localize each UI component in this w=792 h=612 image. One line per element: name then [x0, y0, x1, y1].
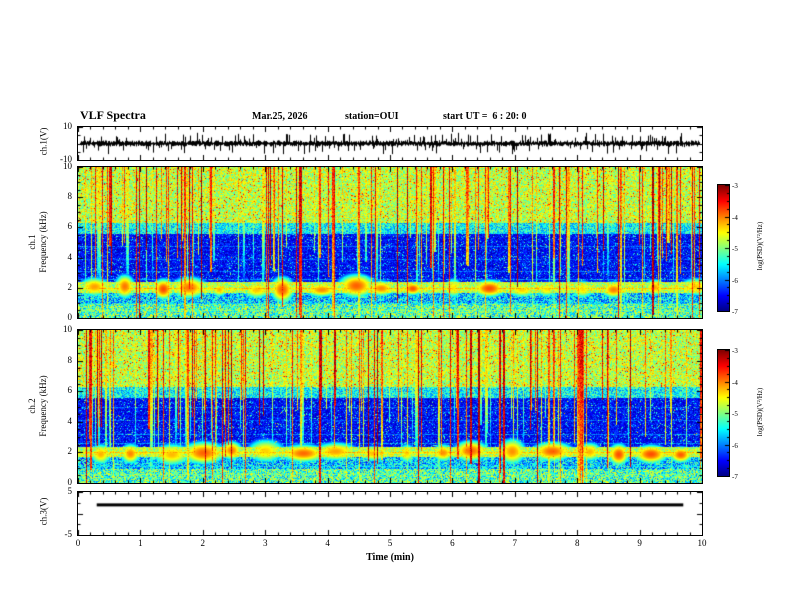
- x-tick-label: 7: [512, 538, 518, 548]
- colorbar-tick-label: -5: [732, 245, 738, 253]
- colorbar-tick-label: -7: [732, 473, 738, 481]
- y-tick-label: -10: [60, 154, 72, 164]
- x-tick-label: 9: [637, 538, 642, 548]
- ch1-waveform-panel: [77, 126, 703, 161]
- ch3-level-ylabel: ch.3(V): [38, 497, 49, 526]
- y-tick-label: 0: [67, 477, 73, 487]
- ch1-spectrogram-ylabel-freq: Frequency (kHz): [38, 211, 48, 273]
- y-tick-label: 2: [67, 446, 73, 457]
- colorbar-tick-label: -4: [732, 213, 738, 222]
- plot-start-ut: start UT = 6 : 20: 0: [443, 111, 527, 122]
- plot-station: station=OUI: [345, 111, 399, 122]
- y-tick-label: 10: [63, 121, 72, 131]
- y-tick-label: 6: [67, 221, 73, 232]
- colorbar-2-canvas: [718, 350, 729, 476]
- x-tick-label: 4: [325, 538, 330, 548]
- x-tick-label: 3: [262, 538, 268, 548]
- colorbar-tick-label: -5: [732, 410, 738, 418]
- ch3-level-canvas: [78, 492, 702, 535]
- ch1-spectrogram-ylabel: ch.1 Frequency (kHz): [27, 162, 49, 322]
- y-tick-label: -5: [64, 529, 73, 539]
- colorbar-2: [717, 349, 730, 477]
- colorbar-tick-label: -6: [732, 441, 738, 450]
- colorbar-1-label: log(PSD)(V²/Hz): [756, 221, 764, 271]
- colorbar-tick-label: -4: [732, 378, 738, 387]
- x-tick-label: 0: [75, 538, 81, 548]
- y-tick-label: 10: [63, 324, 72, 334]
- y-tick-label: 4: [67, 251, 73, 262]
- colorbar-tick-label: -6: [732, 276, 738, 285]
- colorbar-tick-label: -3: [732, 347, 738, 355]
- ch1-spectrogram-panel: [77, 166, 703, 319]
- x-tick-label: 2: [200, 538, 206, 548]
- ch2-spectrogram-ylabel-channel: ch.2: [27, 398, 37, 414]
- ch2-spectrogram-canvas: [78, 330, 702, 483]
- x-tick-label: 6: [450, 538, 455, 548]
- plot-title: VLF Spectra: [80, 108, 146, 122]
- y-tick-label: 6: [67, 385, 73, 396]
- ch1-spectrogram-canvas: [78, 167, 702, 318]
- ch1-waveform-canvas: [78, 127, 702, 160]
- colorbar-2-label: log(PSD)(V²/Hz): [756, 387, 764, 437]
- y-tick-label: 8: [67, 191, 73, 202]
- y-tick-label: 2: [67, 281, 73, 292]
- colorbar-1-canvas: [718, 185, 729, 311]
- ch3-level-panel: [77, 491, 703, 536]
- y-tick-label: 10: [63, 161, 72, 171]
- colorbar-1: [717, 184, 730, 312]
- colorbar-tick-label: -7: [732, 308, 738, 316]
- x-tick-label: 8: [574, 538, 580, 548]
- colorbar-tick-label: -3: [732, 182, 738, 190]
- x-tick-label: 5: [387, 538, 393, 548]
- y-tick-label: 8: [67, 354, 73, 365]
- x-tick-label: 1: [138, 538, 143, 548]
- ch1-spectrogram-ylabel-channel: ch.1: [27, 234, 37, 250]
- plot-date: Mar.25, 2026: [252, 111, 308, 122]
- y-tick-label: 4: [67, 415, 73, 426]
- y-tick-label: 5: [67, 486, 73, 496]
- y-tick-label: 0: [67, 312, 73, 322]
- x-axis-label: Time (min): [366, 552, 414, 563]
- ch2-spectrogram-panel: [77, 329, 703, 484]
- x-tick-label: 10: [697, 538, 707, 548]
